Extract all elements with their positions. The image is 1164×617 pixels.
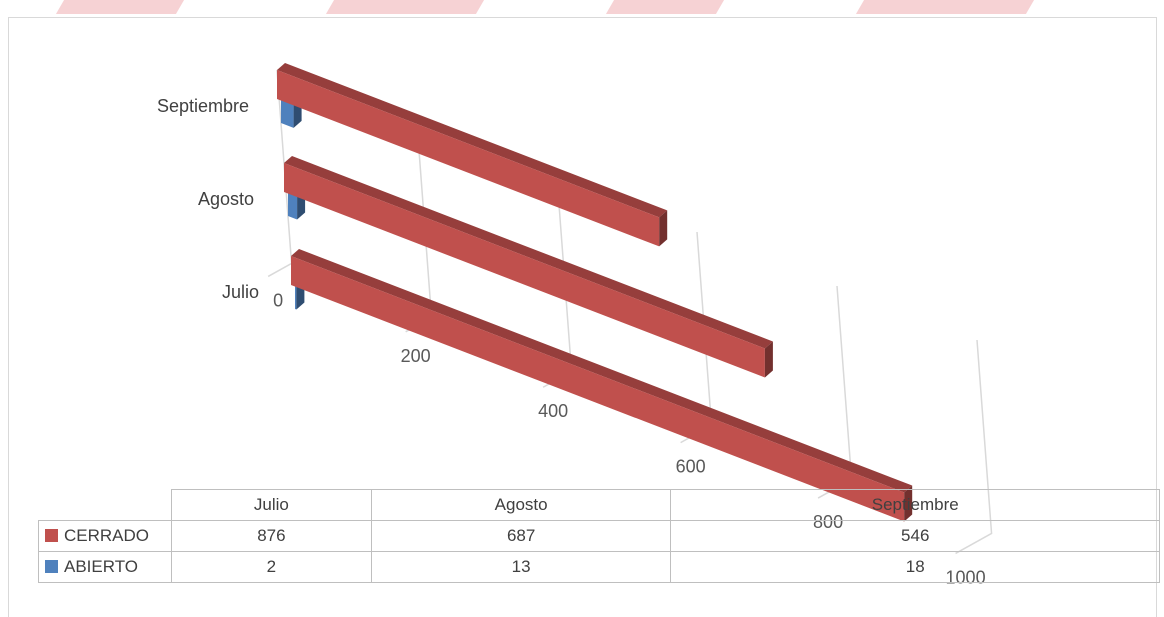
- y-category-label: Septiembre: [157, 96, 249, 116]
- legend-swatch-cerrado: [45, 529, 58, 542]
- y-category-label: Agosto: [198, 189, 254, 209]
- table-header-cell: Agosto: [370, 489, 672, 521]
- bar-top-face: [291, 249, 913, 493]
- bar-front-face: [281, 98, 294, 128]
- data-table: Julio Agosto Septiembre CERRADO 876 687 …: [38, 489, 1160, 583]
- table-cell: 13: [370, 551, 672, 583]
- bar-top-face: [284, 156, 773, 349]
- bar-end-face: [659, 210, 668, 247]
- bar-end-face: [764, 341, 773, 378]
- bar-cerrado-agosto: [284, 156, 773, 378]
- table-cell: 876: [171, 520, 372, 552]
- legend-abierto: ABIERTO: [38, 551, 172, 583]
- legend-cerrado: CERRADO: [38, 520, 172, 552]
- bar-front-face: [295, 284, 297, 310]
- table-header-cell: Septiembre: [670, 489, 1160, 521]
- table-row-cerrado: CERRADO 876 687 546: [38, 520, 1160, 552]
- legend-swatch-abierto: [45, 560, 58, 573]
- chart-frame: [8, 17, 1157, 617]
- x-tick-label: 0: [273, 290, 283, 310]
- bars: [277, 63, 913, 522]
- bar-front-face: [277, 70, 660, 247]
- legend-label-cerrado: CERRADO: [64, 526, 150, 545]
- table-cell: 546: [670, 520, 1160, 552]
- table-cell: 687: [370, 520, 672, 552]
- x-tick-label: 600: [676, 457, 706, 477]
- table-cell: 2: [171, 551, 372, 583]
- bar-top-face: [277, 63, 668, 218]
- table-cell: 18: [670, 551, 1160, 583]
- table-row-abierto: ABIERTO 2 13 18: [38, 551, 1160, 583]
- y-axis-categories: Septiembre Agosto Julio: [157, 96, 259, 302]
- x-tick-label: 400: [538, 401, 568, 421]
- table-header-row: Julio Agosto Septiembre: [38, 489, 1160, 521]
- table-header-cell: Julio: [171, 489, 372, 521]
- bar-front-face: [284, 163, 765, 378]
- y-category-label: Julio: [222, 282, 259, 302]
- legend-label-abierto: ABIERTO: [64, 557, 139, 576]
- bar-front-face: [291, 256, 905, 522]
- bar-cerrado-septiembre: [277, 63, 668, 247]
- bar-front-face: [288, 191, 298, 220]
- table-corner-cell: [38, 489, 172, 521]
- x-tick-label: 200: [401, 346, 431, 366]
